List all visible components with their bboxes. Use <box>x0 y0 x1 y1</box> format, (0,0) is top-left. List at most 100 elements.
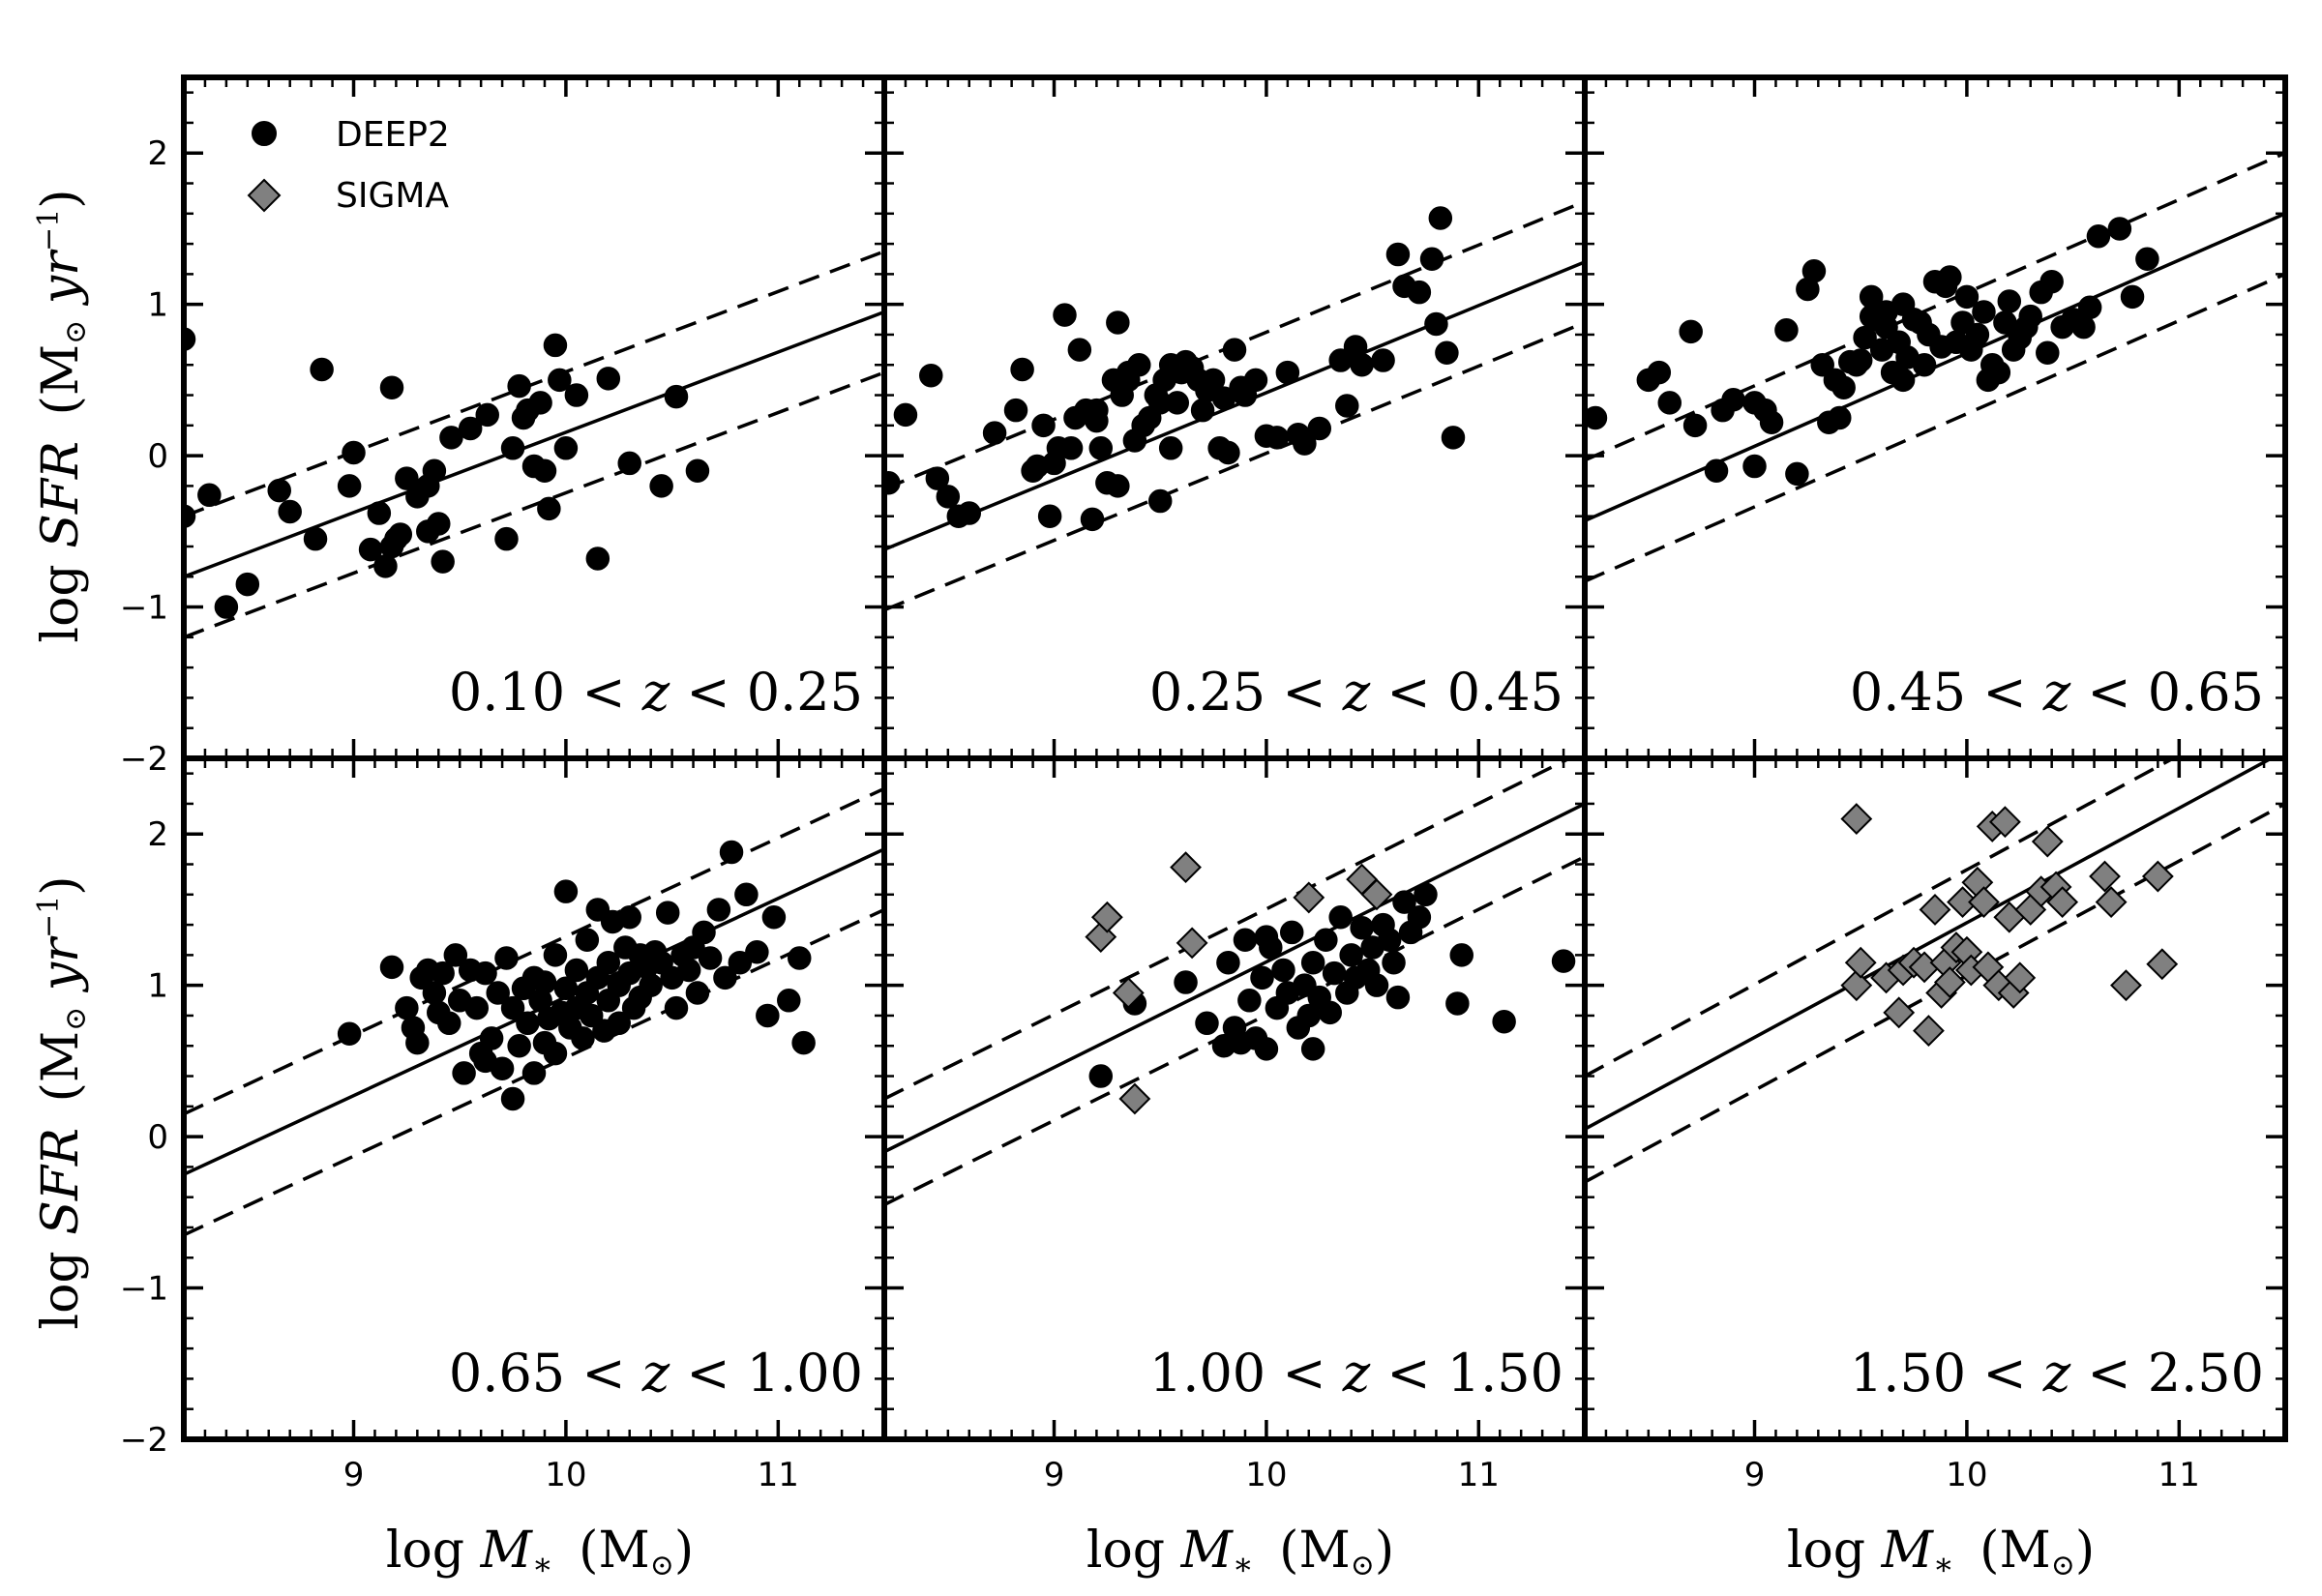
deep2-point <box>1271 958 1295 983</box>
deep2-point <box>919 363 943 388</box>
deep2-point <box>1335 394 1359 418</box>
x-tick-label: 11 <box>2158 1456 2200 1494</box>
deep2-point <box>1165 391 1190 415</box>
deep2-point <box>464 995 490 1020</box>
fit-lines <box>884 758 1585 1207</box>
deep2-point <box>500 1086 525 1111</box>
deep2-point <box>1174 970 1198 994</box>
deep2-point <box>1965 322 1990 347</box>
y-tick-label: 2 <box>147 815 168 854</box>
deep2-point <box>1158 436 1183 460</box>
deep2-point <box>1053 303 1077 327</box>
fit-line <box>884 802 1585 1154</box>
deep2-point <box>553 879 579 903</box>
data-points <box>184 327 710 619</box>
redshift-range-label: 0.45 < z < 0.65 <box>1850 662 2264 723</box>
deep2-point <box>745 939 769 964</box>
sigma-point <box>1840 969 1873 1002</box>
deep2-point <box>490 1056 515 1080</box>
deep2-point <box>1088 1064 1114 1088</box>
deep2-point <box>532 458 557 484</box>
deep2-point <box>761 905 787 930</box>
deep2-point <box>479 1026 504 1050</box>
sigma-point <box>1360 878 1393 911</box>
fit-line <box>1585 758 2276 1131</box>
deep2-point <box>543 943 568 967</box>
deep2-point <box>1435 340 1459 365</box>
deep2-point <box>692 920 716 945</box>
sigma-point <box>1933 966 1966 998</box>
deep2-point <box>543 333 568 358</box>
deep2-point <box>1037 504 1062 528</box>
xlabel-col1: log M∗ (M⊙) <box>386 1522 694 1582</box>
deep2-point <box>373 554 398 578</box>
sigma-point <box>1293 881 1325 914</box>
y-tick-label: −1 <box>120 589 168 628</box>
deep2-point <box>1414 882 1438 907</box>
deep2-point <box>436 1011 461 1036</box>
sigma-point <box>2141 860 2174 893</box>
deep2-point <box>537 496 561 521</box>
deep2-point <box>1233 928 1258 952</box>
deep2-point <box>893 402 918 428</box>
x-tick-label: 11 <box>758 1456 799 1494</box>
deep2-point <box>379 955 404 980</box>
deep2-point <box>1419 247 1444 271</box>
deep2-point <box>303 526 328 551</box>
deep2-point <box>494 946 519 970</box>
deep2-point <box>1657 391 1682 415</box>
deep2-point <box>431 549 455 574</box>
deep2-point <box>543 1041 568 1066</box>
sigma-point <box>1840 803 1873 835</box>
deep2-point <box>1551 949 1576 973</box>
deep2-point <box>458 416 483 441</box>
deep2-point <box>607 1011 632 1036</box>
deep2-point <box>1058 436 1084 460</box>
deep2-point <box>1237 989 1262 1013</box>
deep2-point <box>655 901 680 925</box>
sigma-point <box>1170 851 1202 884</box>
y-tick-label: 1 <box>147 967 168 1006</box>
deep2-point <box>1010 357 1034 382</box>
fit-line <box>184 310 884 578</box>
sigma-point <box>2110 969 2142 1002</box>
fit-lower-dashed <box>1585 272 2285 583</box>
deep2-point <box>1350 915 1374 940</box>
deep2-point <box>1127 352 1151 377</box>
deep2-point <box>1216 440 1240 465</box>
deep2-point <box>2086 224 2111 249</box>
panel-frame <box>181 755 887 1442</box>
deep2-point <box>1810 352 1834 377</box>
minor-ticks <box>182 758 886 1441</box>
deep2-point <box>777 989 801 1013</box>
deep2-point <box>2071 314 2096 340</box>
deep2-point <box>617 905 641 930</box>
sigma-point <box>1947 886 1979 919</box>
deep2-point <box>422 458 447 484</box>
deep2-point <box>1328 905 1353 930</box>
deep2-point <box>585 547 610 571</box>
deep2-point <box>494 526 519 551</box>
y-tick-label: −1 <box>120 1270 168 1309</box>
deep2-point <box>1279 920 1304 945</box>
sigma-point <box>2046 886 2079 919</box>
x-tick-label: 10 <box>545 1456 586 1494</box>
fit-lines <box>884 199 1585 612</box>
sigma-point <box>1118 1082 1151 1115</box>
deep2-point <box>439 426 463 450</box>
deep2-point <box>1997 289 2022 313</box>
deep2-point <box>1265 426 1290 450</box>
deep2-point <box>532 970 557 994</box>
fit-line <box>884 260 1585 551</box>
deep2-point <box>1216 950 1240 975</box>
panel-6: 1.50 < z < 2.50 <box>1582 755 2288 1442</box>
deep2-point <box>2018 304 2042 329</box>
deep2-point <box>475 402 499 428</box>
deep2-point <box>639 973 663 997</box>
deep2-point <box>1449 943 1474 967</box>
deep2-point <box>1785 461 1809 487</box>
deep2-point <box>982 421 1007 445</box>
fit-upper-dashed <box>1585 151 2285 462</box>
deep2-point <box>197 483 222 508</box>
